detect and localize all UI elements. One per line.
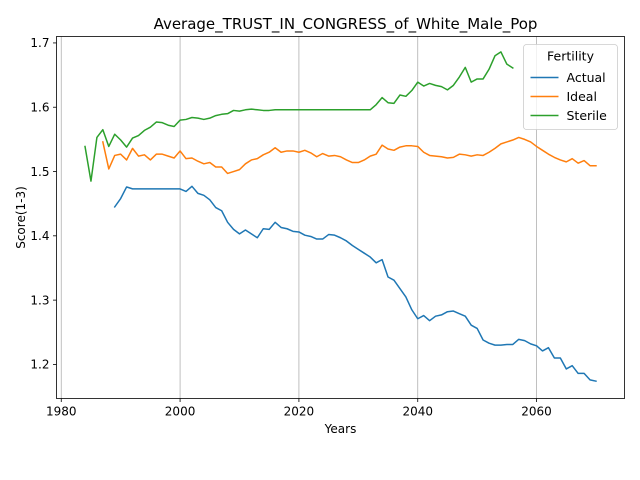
x-tick-label: 2060 <box>521 405 552 419</box>
x-tick-label: 2020 <box>284 405 315 419</box>
legend-label-ideal: Ideal <box>567 89 597 104</box>
y-tick-label: 1.7 <box>30 36 49 50</box>
y-axis: 1.2 1.3 1.4 1.5 1.6 1.7 <box>30 36 57 372</box>
legend-box <box>523 44 618 130</box>
x-axis: 1980 2000 2020 2040 2060 <box>46 398 552 419</box>
legend-label-actual: Actual <box>567 70 606 85</box>
y-axis-label: Score(1-3) <box>14 186 28 249</box>
y-tick-label: 1.6 <box>30 101 49 115</box>
legend: Fertility Actual Ideal Sterile <box>523 44 618 130</box>
series-line-sterile <box>84 51 514 182</box>
plot-frame <box>56 36 625 399</box>
y-tick-label: 1.3 <box>30 293 49 307</box>
x-axis-label: Years <box>324 422 357 436</box>
legend-title: Fertility <box>547 49 595 64</box>
y-tick-label: 1.5 <box>30 165 49 179</box>
y-tick-label: 1.2 <box>30 358 49 372</box>
y-tick-label: 1.4 <box>30 229 49 243</box>
legend-label-sterile: Sterile <box>567 108 608 123</box>
series-line-actual <box>113 185 597 383</box>
x-tick-label: 2000 <box>165 405 196 419</box>
chart-title: Average_TRUST_IN_CONGRESS_of_White_Male_… <box>154 15 538 34</box>
series-line-ideal <box>101 136 597 175</box>
grid <box>60 36 537 399</box>
x-tick-label: 1980 <box>46 405 77 419</box>
series-layer <box>84 51 597 383</box>
x-tick-label: 2040 <box>402 405 433 419</box>
legend-items: Actual Ideal Sterile <box>530 70 608 123</box>
